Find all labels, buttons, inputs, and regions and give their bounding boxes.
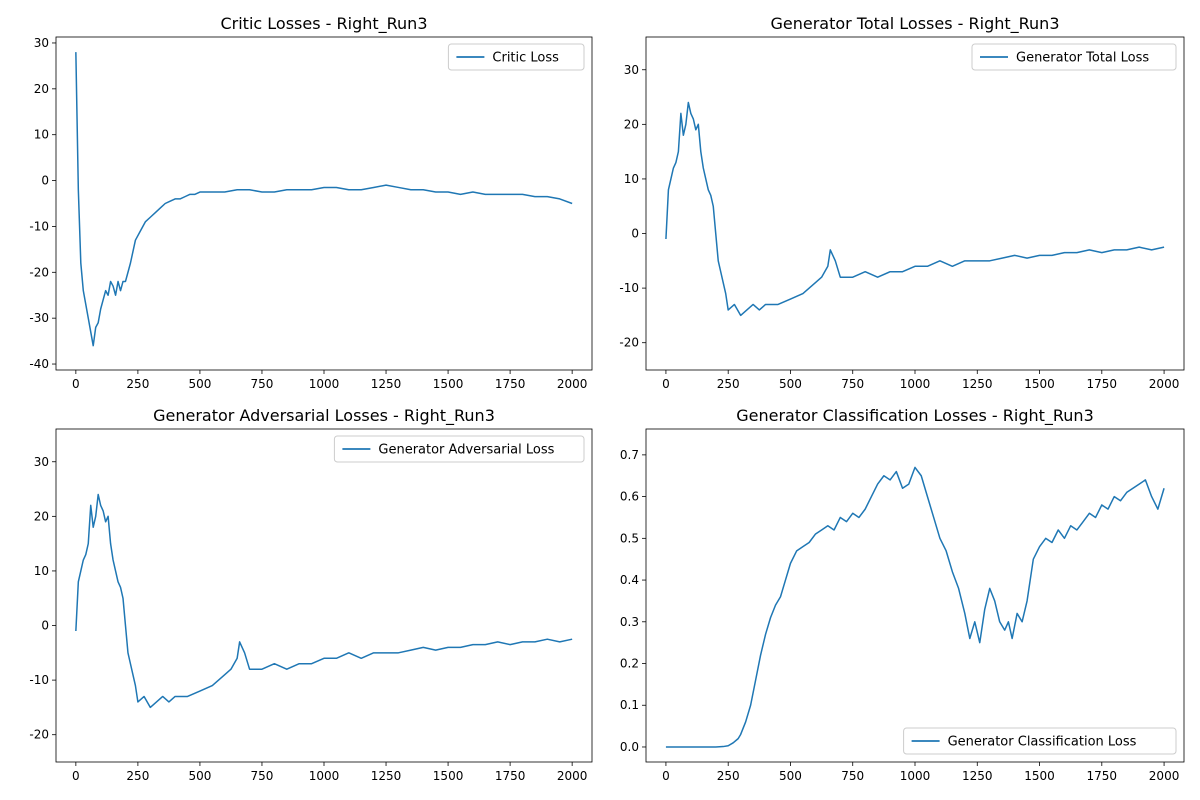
axes-frame — [645, 428, 1185, 763]
x-tick-label: 0 — [662, 377, 670, 391]
x-tick-label: 1000 — [309, 769, 340, 783]
x-tick-label: 1250 — [371, 377, 402, 391]
y-tick-label: 30 — [624, 63, 639, 77]
y-tick-label: 20 — [624, 117, 639, 131]
series-line-1 — [665, 101, 1165, 317]
chart-panel-3: Generator Adversarial Losses - Right_Run… — [29, 406, 593, 783]
y-tick-label: -20 — [29, 728, 49, 742]
x-tick-label: 1750 — [495, 377, 526, 391]
y-tick-label: 0 — [41, 174, 49, 188]
series-line-1 — [75, 493, 573, 709]
x-tick-label: 1250 — [962, 769, 993, 783]
legend: Critic Loss — [447, 43, 585, 71]
legend-box — [447, 43, 585, 71]
chart-title: Generator Total Losses - Right_Run3 — [771, 14, 1060, 34]
axes-frame — [55, 36, 593, 371]
legend: Generator Total Loss — [971, 43, 1177, 71]
x-tick-label: 750 — [251, 377, 274, 391]
y-tick-label: 0.4 — [620, 573, 639, 587]
chart-title: Generator Classification Losses - Right_… — [736, 406, 1094, 426]
x-tick-label: 1750 — [495, 769, 526, 783]
x-tick-label: 250 — [717, 377, 740, 391]
legend: Generator Classification Loss — [903, 727, 1177, 755]
y-tick-label: 0.5 — [620, 531, 639, 545]
x-tick-label: 500 — [779, 377, 802, 391]
x-tick-label: 1000 — [900, 377, 931, 391]
y-tick-label: 20 — [34, 82, 49, 96]
chart-panel-1: Critic Losses - Right_Run3 0 250 500 750 1000… — [29, 14, 593, 391]
x-tick-label: 1500 — [1024, 769, 1055, 783]
axes-frame — [645, 36, 1185, 371]
x-tick-label: 0 — [72, 377, 80, 391]
legend-box — [971, 43, 1177, 71]
x-tick-label: 250 — [126, 769, 149, 783]
y-tick-label: 0.0 — [620, 740, 639, 754]
x-tick-label: 750 — [841, 769, 864, 783]
y-tick-label: -20 — [29, 265, 49, 279]
y-tick-label: 30 — [34, 36, 49, 50]
y-tick-label: 10 — [34, 564, 49, 578]
legend: Generator Adversarial Loss — [333, 435, 585, 463]
x-tick-label: 750 — [251, 769, 274, 783]
x-tick-label: 0 — [662, 769, 670, 783]
y-tick-label: 0.6 — [620, 490, 639, 504]
legend-box — [903, 727, 1177, 755]
y-tick-label: -20 — [619, 336, 639, 350]
legend-label: Generator Adversarial Loss — [378, 443, 554, 458]
legend-box — [333, 435, 585, 463]
series-line-1 — [75, 52, 573, 347]
y-tick-label: 10 — [34, 128, 49, 142]
x-tick-label: 1750 — [1087, 377, 1118, 391]
x-tick-label: 250 — [717, 769, 740, 783]
legend-label: Critic Loss — [492, 51, 559, 66]
x-tick-label: 1000 — [900, 769, 931, 783]
chart-title: Generator Adversarial Losses - Right_Run… — [153, 406, 495, 426]
x-tick-label: 1250 — [962, 377, 993, 391]
x-tick-label: 500 — [779, 769, 802, 783]
legend-label: Generator Classification Loss — [948, 735, 1137, 750]
axes-frame — [55, 428, 593, 763]
y-tick-label: -10 — [29, 673, 49, 687]
x-tick-label: 2000 — [557, 769, 588, 783]
legend-label: Generator Total Loss — [1016, 51, 1149, 66]
x-tick-label: 250 — [126, 377, 149, 391]
y-tick-label: 30 — [34, 455, 49, 469]
y-tick-label: 20 — [34, 509, 49, 523]
x-tick-label: 750 — [841, 377, 864, 391]
y-tick-label: -40 — [29, 357, 49, 371]
x-tick-label: 500 — [188, 377, 211, 391]
chart-title: Critic Losses - Right_Run3 — [220, 14, 427, 34]
y-tick-label: 0.3 — [620, 615, 639, 629]
x-tick-label: 2000 — [1149, 769, 1180, 783]
x-tick-label: 2000 — [557, 377, 588, 391]
x-tick-label: 1000 — [309, 377, 340, 391]
x-tick-label: 1750 — [1087, 769, 1118, 783]
y-tick-label: 0.7 — [620, 448, 639, 462]
y-tick-label: 10 — [624, 172, 639, 186]
y-tick-label: 0 — [631, 227, 639, 241]
x-tick-label: 1250 — [371, 769, 402, 783]
x-tick-label: 1500 — [433, 769, 464, 783]
y-tick-label: 0 — [41, 619, 49, 633]
chart-panel-4: Generator Classification Losses - Right_… — [620, 406, 1185, 783]
y-tick-label: -10 — [619, 281, 639, 295]
y-tick-label: -10 — [29, 219, 49, 233]
x-tick-label: 1500 — [433, 377, 464, 391]
x-tick-label: 500 — [188, 769, 211, 783]
x-tick-label: 2000 — [1149, 377, 1180, 391]
series-line-1 — [665, 466, 1165, 748]
chart-panel-2: Generator Total Losses - Right_Run3 0 250 5… — [619, 14, 1185, 391]
x-tick-label: 0 — [72, 769, 80, 783]
x-tick-label: 1500 — [1024, 377, 1055, 391]
y-tick-label: 0.2 — [620, 657, 639, 671]
y-tick-label: 0.1 — [620, 698, 639, 712]
y-tick-label: -30 — [29, 311, 49, 325]
